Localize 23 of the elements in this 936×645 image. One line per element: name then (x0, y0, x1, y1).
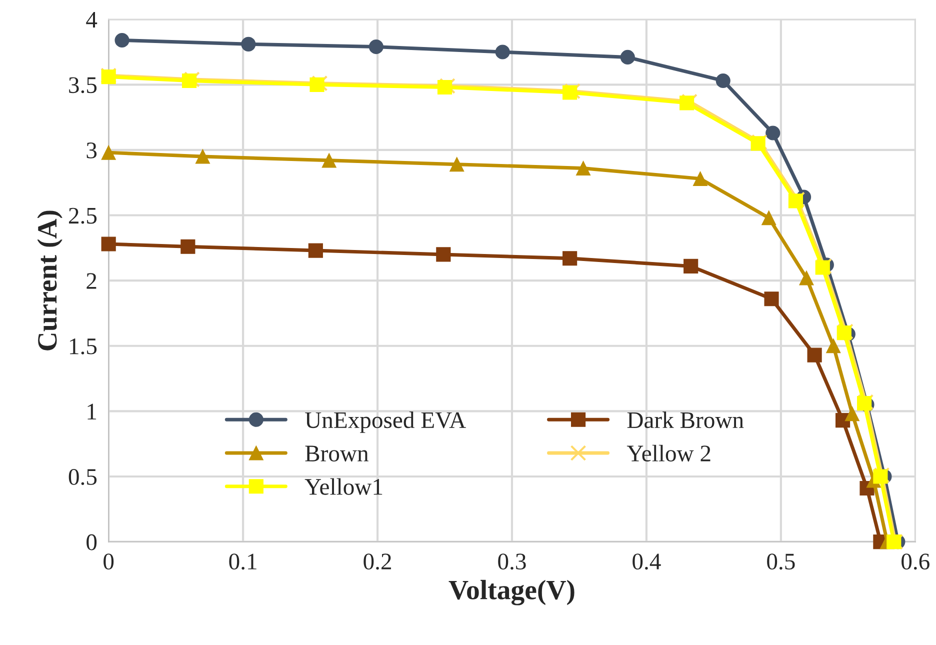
x-tick-label: 0 (104, 554, 114, 570)
x-tick-label: 0.6 (902, 554, 930, 570)
x-axis-title: Voltage(V) (448, 580, 574, 606)
x-tick-label: 0.4 (632, 554, 661, 570)
y-tick-label: 3.5 (69, 77, 97, 94)
x-tick-label: 0.2 (364, 554, 391, 570)
x-tick-label: 0.1 (229, 554, 256, 570)
y-tick-label: 0.5 (68, 468, 97, 486)
y-tick-label: 3 (86, 142, 97, 158)
y-tick-label: 4 (86, 12, 98, 28)
legend-label: Dark Brown (627, 412, 744, 428)
y-tick-label: 1.5 (70, 338, 97, 354)
legend-label: UnExposed EVA (305, 412, 466, 433)
y-tick-label: 0 (86, 534, 97, 550)
y-tick-label: 1 (88, 404, 96, 420)
legend-label: Yellow1 (304, 478, 382, 495)
y-tick-label: 2 (86, 273, 96, 289)
x-tick-label: 0.5 (767, 554, 795, 570)
y-tick-label: 2.5 (68, 208, 97, 224)
x-tick-label: 0.3 (498, 554, 526, 570)
legend-label: Yellow 2 (626, 444, 710, 462)
legend-label: Brown (305, 446, 368, 462)
y-axis-title: Current (A) (37, 210, 62, 350)
